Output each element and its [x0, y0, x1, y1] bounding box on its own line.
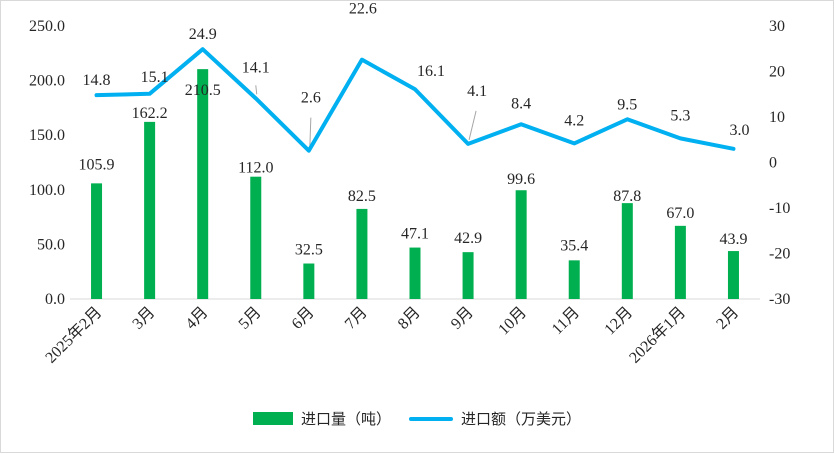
- right-axis-tick: -30: [769, 291, 790, 308]
- bar-data-label: 99.6: [507, 171, 535, 188]
- bar-data-labels: 105.9 162.2 210.5 112.0 32.5 82.5 47.1 42.9 99.6…: [79, 82, 748, 258]
- left-axis-tick: 200.0: [29, 73, 65, 90]
- right-axis-tick: 10: [769, 109, 785, 126]
- bar: [250, 177, 261, 299]
- bar-data-label: 35.4: [560, 237, 588, 254]
- bar: [728, 251, 739, 299]
- legend-line-swatch: [409, 417, 453, 421]
- bar: [463, 252, 474, 299]
- bar: [91, 183, 102, 299]
- line-data-label: 4.2: [564, 112, 584, 129]
- x-axis-label: 2月: [713, 304, 742, 333]
- line-data-label: 22.6: [349, 1, 377, 18]
- x-axis-label: 2026年1月: [626, 303, 690, 367]
- legend-bar-swatch: [253, 412, 293, 425]
- bar-data-label: 32.5: [295, 242, 323, 259]
- line-data-label: 3.0: [729, 122, 749, 139]
- line-data-label: 15.1: [141, 69, 169, 86]
- bar-series: [91, 69, 739, 299]
- bar-data-label: 42.9: [454, 230, 482, 247]
- bar-data-label: 210.5: [185, 82, 221, 99]
- bar-data-label: 162.2: [132, 105, 168, 122]
- bar-data-label: 87.8: [613, 188, 641, 205]
- line-data-label: 16.1: [417, 63, 445, 80]
- legend-item-line: 进口额（万美元）: [409, 408, 581, 429]
- left-axis-tick: 100.0: [29, 182, 65, 199]
- x-axis-label: 7月: [342, 304, 371, 333]
- bar: [356, 209, 367, 299]
- bar: [675, 226, 686, 299]
- x-axis-label: 9月: [448, 304, 477, 333]
- x-axis-label: 2025年2月: [42, 303, 106, 367]
- line-data-label: 9.5: [617, 96, 637, 113]
- bar-data-label: 47.1: [401, 226, 429, 243]
- x-axis-label: 10月: [495, 304, 530, 339]
- legend-item-bar: 进口量（吨）: [253, 408, 391, 429]
- bar: [144, 122, 155, 299]
- right-axis-tick: 30: [769, 18, 785, 35]
- leader-line: [310, 118, 311, 147]
- bar-data-label: 43.9: [719, 231, 747, 248]
- x-axis-label: 3月: [129, 304, 158, 333]
- bar: [569, 260, 580, 299]
- bar-data-label: 82.5: [348, 188, 376, 205]
- line-data-labels: 14.8 15.1 24.9 14.1 2.6 22.6 16.1 4.1 8.4 4.2 9.5 5…: [83, 1, 750, 139]
- leader-line: [256, 85, 257, 94]
- right-axis-tick: -20: [769, 246, 790, 263]
- bar-data-label: 67.0: [666, 205, 694, 222]
- line-series: [96, 49, 733, 151]
- line-series-path: [97, 49, 734, 150]
- right-axis-tick: -10: [769, 200, 790, 217]
- leader-line: [469, 111, 476, 140]
- bar: [197, 69, 208, 299]
- right-axis-ticks: -30 -20 -10 0 10 20 30: [769, 18, 790, 308]
- bar: [516, 190, 527, 299]
- line-data-label: 14.8: [83, 72, 111, 89]
- x-axis-label: 8月: [395, 304, 424, 333]
- right-axis-tick: 20: [769, 64, 785, 81]
- bar: [622, 203, 633, 299]
- line-data-label: 24.9: [189, 26, 217, 43]
- left-axis-tick: 50.0: [37, 236, 65, 253]
- legend-bar-label: 进口量（吨）: [301, 408, 391, 429]
- legend-line-label: 进口额（万美元）: [461, 408, 581, 429]
- right-axis-tick: 0: [769, 155, 777, 172]
- line-data-label: 2.6: [301, 90, 321, 107]
- line-data-label: 14.1: [242, 59, 270, 76]
- x-axis-label: 5月: [236, 304, 265, 333]
- bar: [303, 264, 314, 299]
- left-axis-tick: 150.0: [29, 127, 65, 144]
- bar: [410, 248, 421, 299]
- left-axis-tick: 250.0: [29, 18, 65, 35]
- x-axis-label: 12月: [601, 304, 636, 339]
- x-axis-label: 4月: [183, 304, 212, 333]
- line-data-label: 8.4: [511, 95, 531, 112]
- x-axis-label: 11月: [549, 304, 583, 338]
- line-data-label: 4.1: [467, 83, 487, 100]
- left-axis-ticks: 0.0 50.0 100.0 150.0 200.0 250.0: [29, 18, 65, 308]
- line-data-label: 5.3: [670, 107, 690, 124]
- bar-data-label: 112.0: [238, 160, 273, 177]
- left-axis-tick: 0.0: [45, 291, 65, 308]
- x-axis-label: 6月: [289, 304, 318, 333]
- legend: 进口量（吨） 进口额（万美元）: [0, 408, 834, 429]
- bar-data-label: 105.9: [79, 156, 115, 173]
